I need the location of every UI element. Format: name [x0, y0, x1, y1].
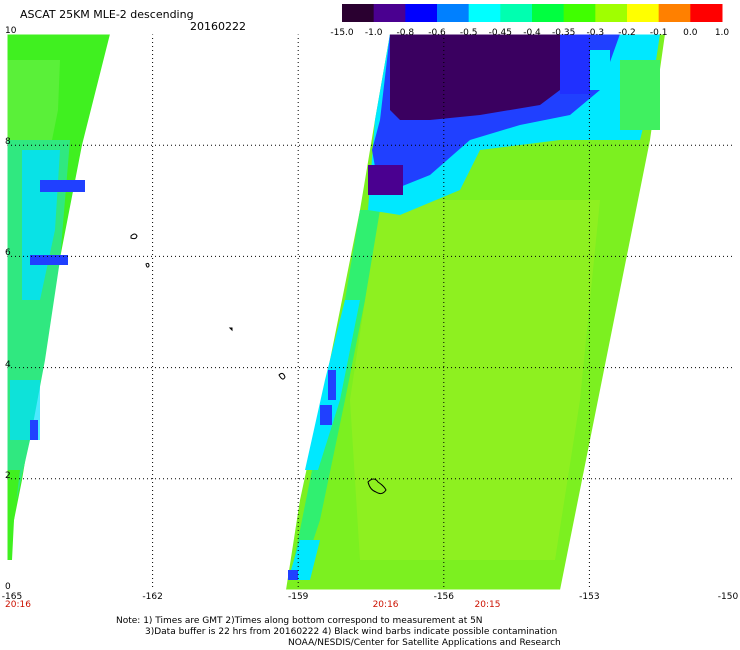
colorbar-tick-label: -0.35 — [552, 28, 576, 38]
colorbar-segment — [500, 4, 533, 22]
note-line-1: Note: 1) Times are GMT 2)Times along bot… — [116, 616, 483, 626]
lon-tick-label: -156 — [433, 592, 455, 602]
lat-tick-label: 2 — [5, 470, 11, 481]
time-label: 20:16 — [5, 600, 31, 610]
lat-tick-label: 4 — [5, 359, 11, 370]
note-line-3: NOAA/NESDIS/Center for Satellite Applica… — [288, 638, 561, 648]
lat-tick-label: 6 — [5, 248, 11, 259]
colorbar-segment — [468, 4, 501, 22]
colorbar-tick-label: -0.3 — [586, 28, 605, 38]
purple-patch — [368, 165, 403, 195]
colorbar-segment — [437, 4, 470, 22]
colorbar-tick-label: -0.6 — [428, 28, 446, 38]
colorbar-segment — [342, 4, 375, 22]
time-label: 20:16 — [372, 600, 399, 610]
lat-tick-label: 8 — [5, 137, 11, 148]
right-swath — [286, 34, 665, 590]
colorbar-segment — [532, 4, 565, 22]
colorbar-tick-label: -0.4 — [523, 28, 541, 38]
colorbar-tick-label: -0.5 — [459, 28, 478, 38]
lon-tick-label: -162 — [142, 592, 163, 602]
map-date: 20160222 — [190, 20, 246, 33]
grid — [7, 34, 735, 590]
lon-tick-label: -153 — [579, 592, 600, 602]
colorbar-tick-label: -1.0 — [364, 28, 383, 38]
colorbar-segment — [563, 4, 596, 22]
island-outlines — [130, 233, 387, 495]
colorbar-tick-label: -0.1 — [649, 28, 668, 38]
colorbar-segment — [595, 4, 628, 22]
left-swath-blue-patch — [40, 180, 85, 192]
colorbar — [342, 4, 723, 22]
colorbar-segment — [373, 4, 406, 22]
note-line-2: 3)Data buffer is 22 hrs from 20160222 4)… — [145, 627, 558, 637]
colorbar-segment — [690, 4, 723, 22]
colorbar-segment — [627, 4, 660, 22]
hawaii-island — [367, 478, 387, 495]
lon-tick-label: -165 — [1, 592, 23, 602]
lon-tick-label: -150 — [717, 592, 739, 602]
lat-tick-label: 0 — [5, 582, 11, 592]
island-1 — [130, 233, 138, 240]
colorbar-tick-label: -0.2 — [618, 28, 636, 38]
island-2 — [145, 262, 150, 268]
colorbar-segment — [658, 4, 691, 22]
lon-tick-label: -159 — [287, 592, 309, 602]
plot-frame — [6, 33, 736, 591]
colorbar-tick-label: -0.45 — [488, 28, 512, 38]
colorbar-tick-label: 0.0 — [683, 28, 698, 38]
island-4 — [278, 372, 286, 380]
left-swath — [7, 34, 110, 560]
colorbar-tick-label: -0.8 — [396, 28, 415, 38]
lat-tick-label: 10 — [5, 26, 17, 36]
colorbar-tick-label: 1.0 — [714, 28, 730, 38]
map-title: ASCAT 25KM MLE-2 descending — [20, 8, 194, 21]
colorbar-segment — [405, 4, 438, 22]
colorbar-tick-label: -15.0 — [330, 28, 354, 38]
island-3 — [228, 327, 233, 332]
time-label: 20:15 — [474, 600, 501, 610]
